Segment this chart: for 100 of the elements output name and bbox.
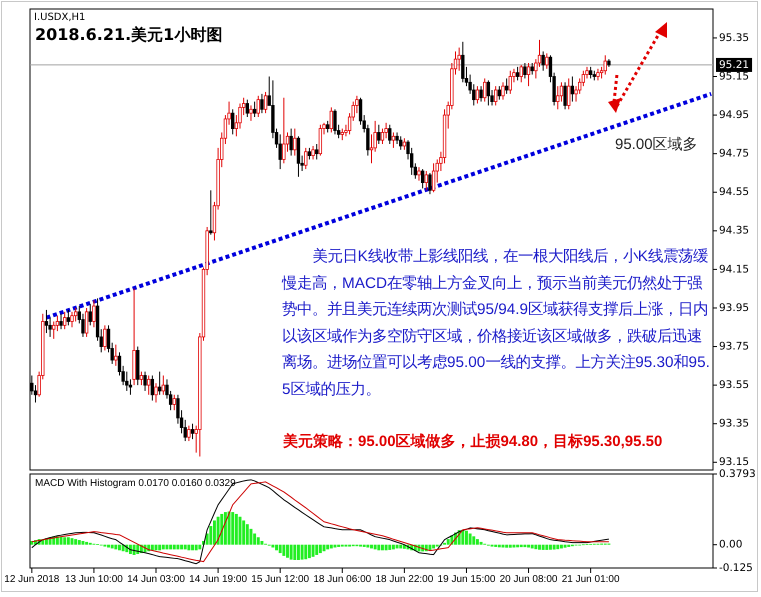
bar xyxy=(187,544,190,550)
bar xyxy=(169,544,172,550)
y-tick-label: 94.35 xyxy=(719,224,750,237)
bar xyxy=(238,516,242,545)
x-tick-label: 13 Jun 10:00 xyxy=(65,574,124,585)
candlestick xyxy=(520,64,523,83)
bar xyxy=(82,540,84,545)
text: 2018.6.21.美元1小时图 xyxy=(35,25,222,44)
bar xyxy=(63,537,66,545)
bar xyxy=(508,544,512,548)
annotation: 美元日K线收带上影线阳线，在一根大阳线后，小K线震荡缓慢走高，MACD在零轴上方金叉向上，预示当前美元仍然处于强势中。并且美元连续两次测试95/94.9区域获得支撑后上涨，日内以该区域作为多空防守区域，价格接近该区域做多，跌破后迅速离场。进场位置可以考虑95.00一线的支撑。上方关注95.30和95.5区域的压力。 xyxy=(282,246,710,400)
candlestick xyxy=(315,144,318,160)
bar xyxy=(282,544,286,556)
x-tick-label: 21 Jun 01:00 xyxy=(562,574,620,585)
y-tick-label: 94.55 xyxy=(719,186,750,198)
bar xyxy=(293,544,296,560)
bar xyxy=(461,530,464,545)
bar xyxy=(300,544,304,560)
candlestick xyxy=(567,78,570,110)
x-tick-label: 19 Jun 15:00 xyxy=(438,574,496,585)
candlestick xyxy=(92,300,96,328)
bar xyxy=(446,539,450,545)
bar xyxy=(476,539,479,545)
bar xyxy=(428,544,432,550)
candlestick xyxy=(282,97,286,164)
y-tick-label: 93.35 xyxy=(719,418,750,430)
y-tick-label: 94.15 xyxy=(719,263,750,276)
x-tick-label: 20 Jun 08:00 xyxy=(500,574,558,585)
bar xyxy=(228,512,231,545)
y-tick-label: 93.75 xyxy=(719,340,750,352)
candlestick xyxy=(377,124,380,145)
candlestick xyxy=(526,62,530,87)
candlestick xyxy=(150,374,154,402)
candlestick xyxy=(340,128,344,141)
bar xyxy=(275,544,278,550)
bar xyxy=(231,512,234,545)
bar xyxy=(162,544,165,550)
bar xyxy=(184,544,187,550)
x-tick-label: 18 Jun 06:00 xyxy=(313,574,372,585)
y-tick-label: 95.35 xyxy=(719,32,750,44)
candlestick xyxy=(209,190,212,236)
bar xyxy=(122,544,125,552)
bar xyxy=(78,540,81,545)
candlestick xyxy=(140,371,144,386)
bar xyxy=(114,544,118,550)
bar xyxy=(172,544,176,550)
candlestick xyxy=(486,80,490,106)
bar xyxy=(308,544,311,558)
bar xyxy=(224,512,227,545)
bar xyxy=(388,544,392,550)
candlestick xyxy=(504,78,508,94)
candlestick xyxy=(260,93,264,114)
x-tick-label: 14 Jun 19:00 xyxy=(189,574,248,585)
bar xyxy=(191,544,194,550)
bar xyxy=(380,544,384,550)
bar xyxy=(66,537,70,545)
bar xyxy=(392,544,395,550)
bar xyxy=(318,544,322,554)
bar xyxy=(465,530,468,545)
bar xyxy=(538,544,541,550)
chart-subtitle: I.USDX,H1 xyxy=(34,12,86,23)
y-tick-label: 95.15 xyxy=(719,70,750,82)
candlestick xyxy=(70,311,74,328)
bar xyxy=(212,520,216,545)
candlestick xyxy=(541,50,545,72)
candlestick xyxy=(304,147,308,170)
bar xyxy=(70,538,74,545)
bar xyxy=(322,544,326,552)
candlestick xyxy=(417,166,421,182)
bar xyxy=(330,544,333,548)
candlestick xyxy=(494,86,498,106)
candlestick xyxy=(147,374,150,396)
candlestick xyxy=(479,86,483,102)
bar xyxy=(534,544,538,550)
bar xyxy=(176,544,180,550)
bar xyxy=(505,544,508,548)
y-tick-label: 94.95 xyxy=(719,108,750,121)
candlestick xyxy=(326,120,330,133)
bar xyxy=(396,544,399,548)
bar xyxy=(512,544,516,548)
bar xyxy=(290,544,293,560)
candlestick xyxy=(256,95,260,118)
bar xyxy=(523,544,526,548)
candlestick xyxy=(523,62,527,79)
x-tick-label: 12 Jun 2018 xyxy=(4,574,60,585)
y-tick-label: 93.95 xyxy=(719,302,750,314)
bar xyxy=(527,544,530,548)
bar xyxy=(374,544,377,550)
bar xyxy=(326,544,330,550)
bar xyxy=(234,514,238,545)
y-tick-label: 0.00 xyxy=(719,538,742,551)
candlestick xyxy=(63,311,66,330)
bar xyxy=(560,544,563,548)
y-tick-label: -0.125 xyxy=(719,562,753,574)
candlestick xyxy=(399,136,402,150)
candlestick xyxy=(172,394,176,411)
bar xyxy=(85,542,88,545)
bar xyxy=(399,544,402,548)
candlestick xyxy=(402,138,406,150)
bar xyxy=(242,520,246,545)
